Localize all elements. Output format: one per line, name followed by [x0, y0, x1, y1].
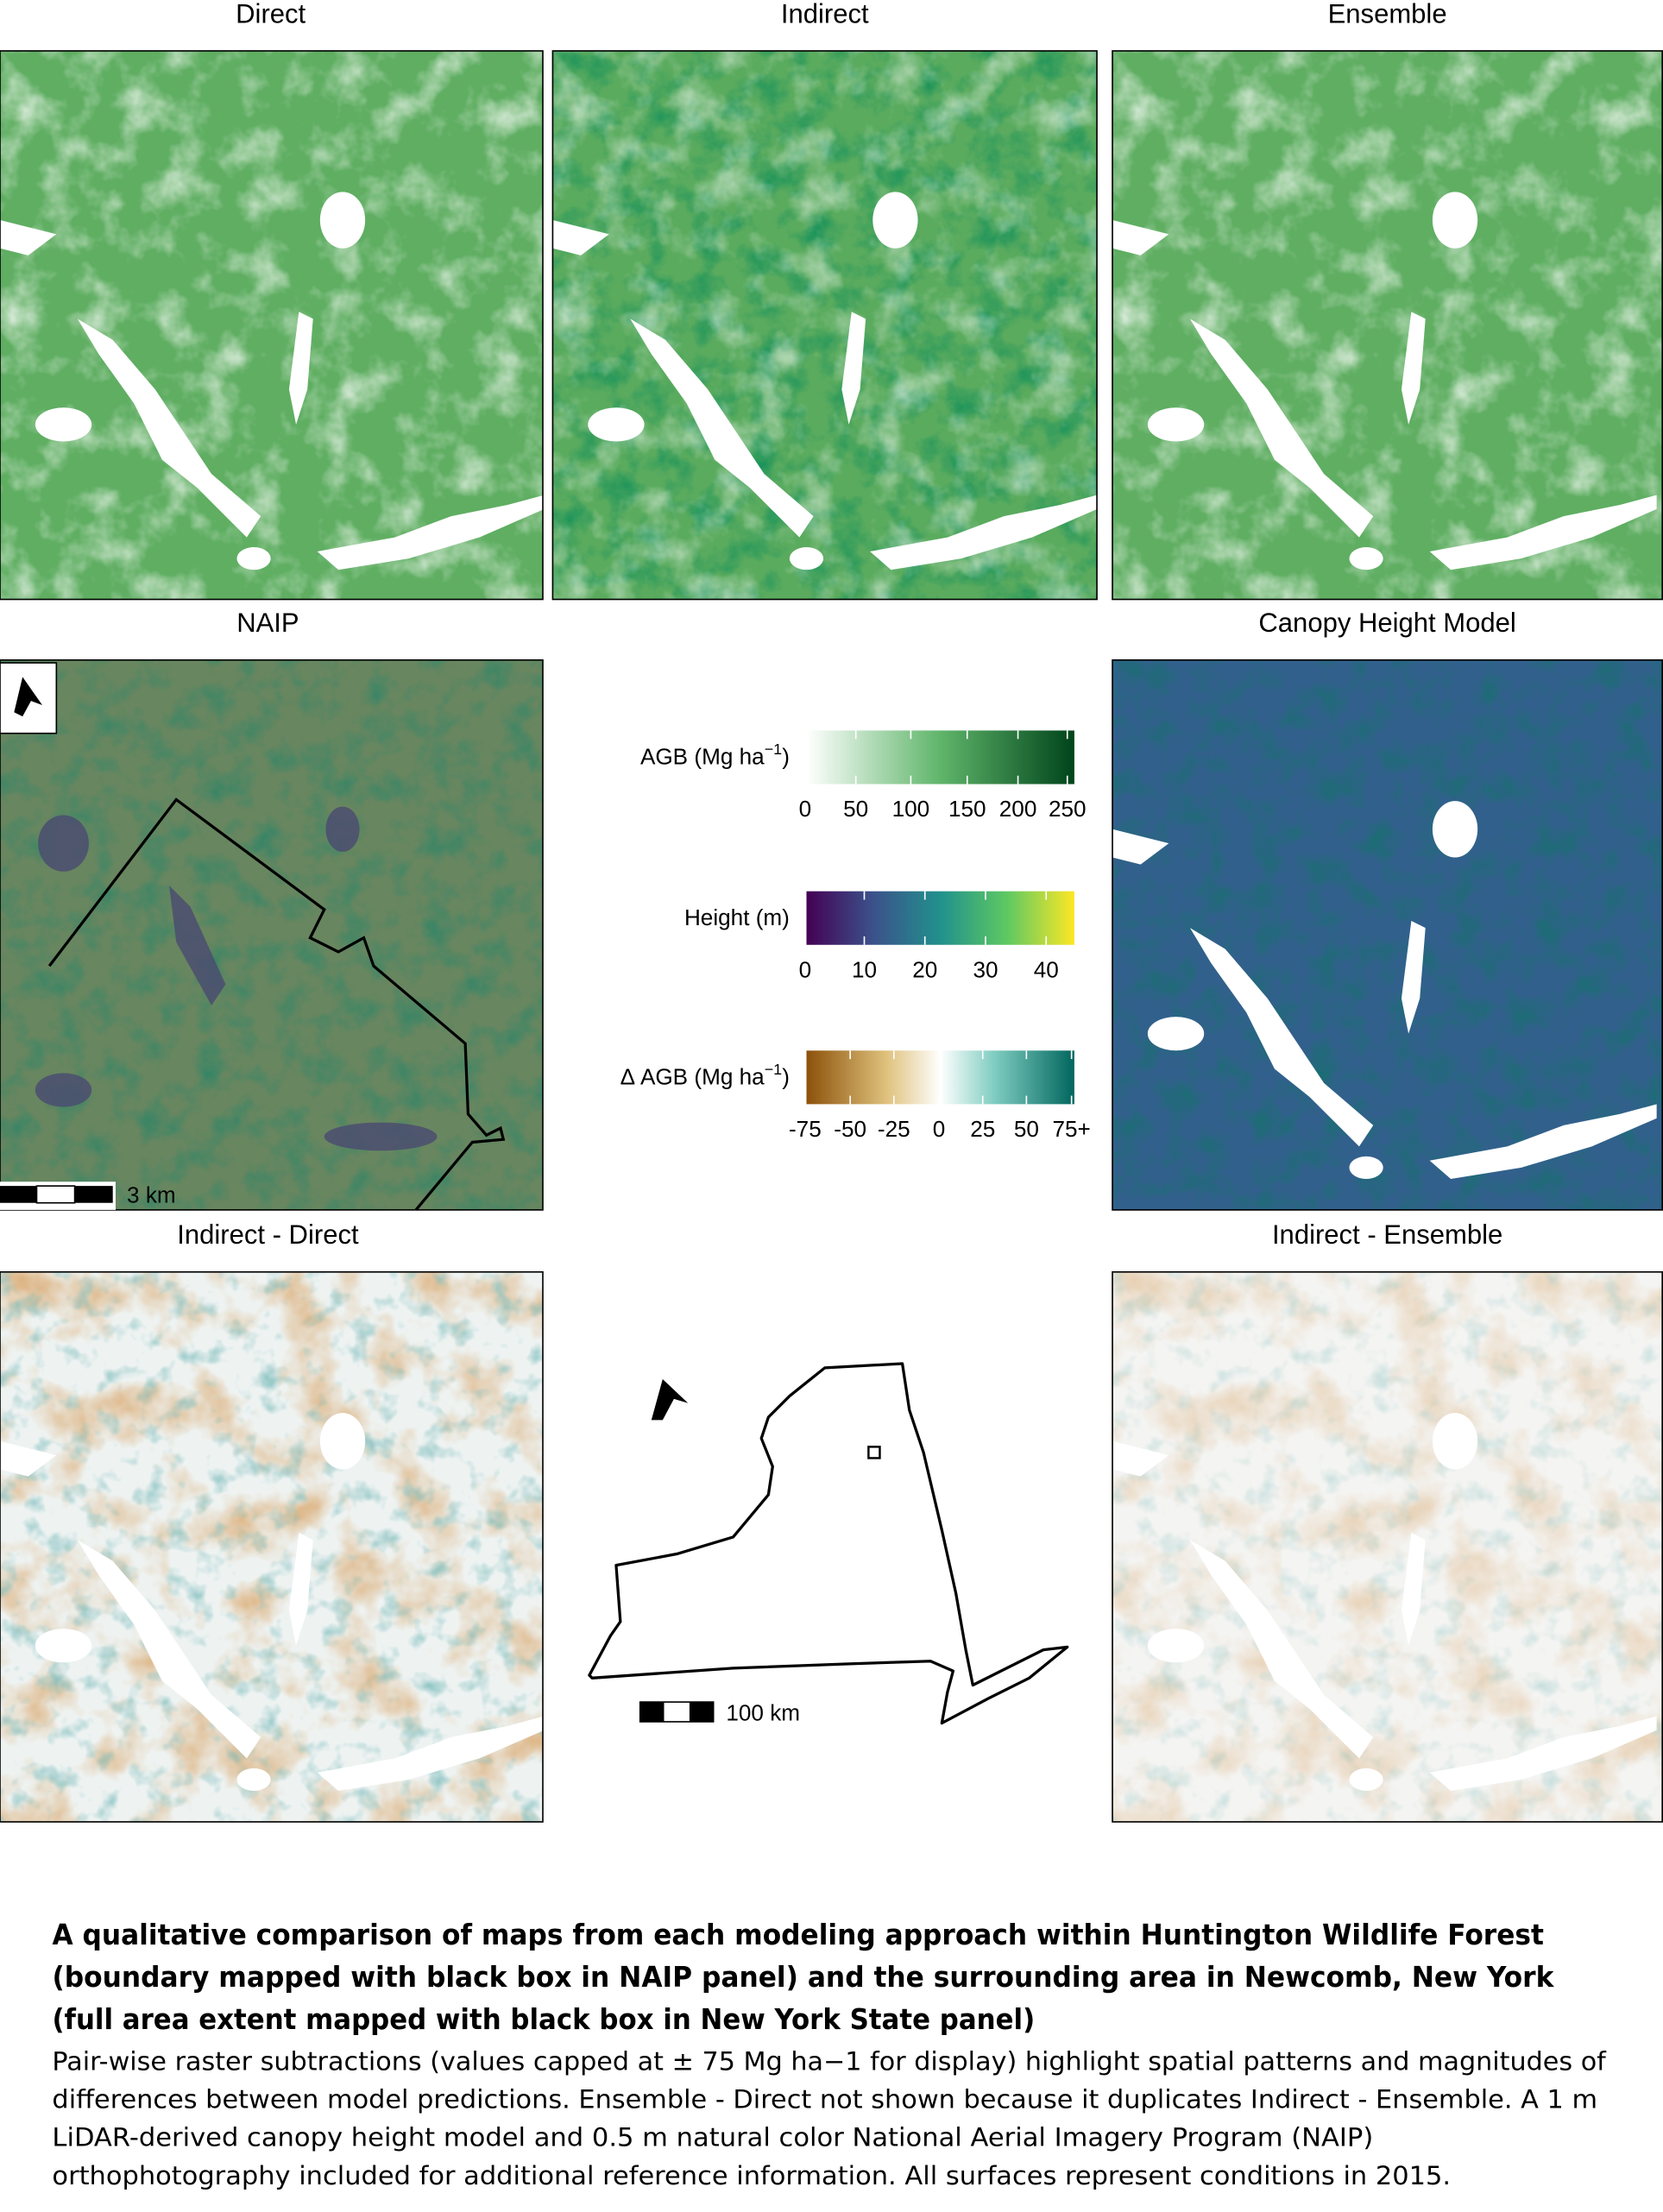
colorbar-tick-label: 10 [852, 956, 877, 982]
legend-title: Height (m) [684, 904, 790, 930]
legend-title-end: ) [782, 744, 790, 770]
colorbar-tick-label: 150 [948, 796, 986, 822]
colorbar-tick-label: 0 [933, 1116, 946, 1142]
colorbar-tick-label: 40 [1034, 956, 1059, 982]
shape [1112, 1270, 1663, 1823]
label: Indirect [781, 0, 869, 28]
shape [169, 885, 226, 1006]
colorbar [806, 1050, 1074, 1105]
shape [1112, 659, 1663, 1210]
legend-title-sup: −1 [765, 1061, 782, 1078]
scale-bar: 3 km [0, 1182, 176, 1210]
colorbar [806, 891, 1074, 945]
label: Indirect - Direct [177, 1219, 359, 1250]
shape [0, 1186, 37, 1203]
label: 100 km [726, 1699, 800, 1725]
shape [689, 1702, 714, 1722]
shape [0, 659, 544, 1211]
legend-title-text: Height (m) [684, 904, 790, 930]
boundary [47, 797, 506, 1211]
colorbar-tick-label: 25 [970, 1116, 995, 1142]
shape [552, 50, 1098, 600]
shape [1112, 1271, 1663, 1822]
colorbar-tick-label: 50 [1014, 1116, 1039, 1142]
colorbar-tick-label: 250 [1049, 796, 1087, 822]
colorbar-tick-label: 200 [999, 796, 1037, 822]
label: Ensemble [1328, 0, 1447, 28]
shape [0, 659, 543, 1210]
label: Indirect - Ensemble [1272, 1219, 1502, 1250]
shape [35, 1073, 92, 1107]
colorbar-tick-label: 75+ [1052, 1116, 1090, 1142]
legend-title: AGB (Mg ha−1) [640, 740, 790, 769]
map-ensemble [1112, 50, 1663, 601]
legend-title-text: Δ AGB (Mg ha [620, 1064, 765, 1090]
map-indirect-ensemble [1112, 1270, 1663, 1823]
shape [588, 1362, 1069, 1725]
caption: A qualitative comparison of maps from ea… [52, 1919, 1606, 2190]
shape [0, 1271, 543, 1822]
shape [74, 1186, 113, 1203]
shape [1112, 659, 1663, 1210]
colorbar-tick-label: -25 [878, 1116, 910, 1142]
colorbar-tick-label: 0 [799, 956, 812, 982]
map-chm [1112, 659, 1663, 1211]
shape [639, 1702, 665, 1722]
caption-body: Pair-wise raster subtractions (values ca… [52, 2046, 1606, 2076]
shape [0, 50, 544, 601]
label: Direct [236, 0, 306, 28]
caption-title: A qualitative comparison of maps from ea… [52, 1919, 1544, 1951]
shape [324, 1122, 438, 1151]
caption-title: (boundary mapped with black box in NAIP … [52, 1961, 1554, 1994]
caption-body: LiDAR-derived canopy height model and 0.… [52, 2123, 1373, 2152]
colorbar-tick-label: 0 [799, 796, 812, 822]
shape [867, 1446, 881, 1459]
shape [1112, 50, 1663, 601]
shape [0, 50, 543, 600]
label: NAIP [236, 608, 299, 638]
north-arrow [0, 662, 58, 734]
shape [35, 806, 438, 1151]
shape [0, 659, 543, 1210]
colorbar-tick-label: -75 [789, 1116, 822, 1142]
map-indirect-direct [0, 1270, 545, 1823]
label: Canopy Height Model [1258, 608, 1515, 638]
shape [325, 806, 360, 852]
legend-title-sup: −1 [765, 740, 782, 758]
colorbar [806, 730, 1074, 785]
colorbar-tick-label: 30 [973, 956, 998, 982]
colorbar-tick-label: 50 [843, 796, 868, 822]
map-indirect [551, 50, 1098, 601]
ny-map: 100 km [588, 1362, 1069, 1725]
map-direct [0, 50, 545, 601]
shape [651, 1378, 689, 1421]
caption-title: (full area extent mapped with black box … [52, 2003, 1035, 2036]
shape [1112, 659, 1663, 1211]
shape [1112, 50, 1663, 600]
colorbar-tick-label: -50 [834, 1116, 866, 1142]
caption-body: differences between model predictions. E… [52, 2085, 1597, 2114]
shape [14, 677, 43, 717]
shape [35, 1185, 76, 1204]
shape [38, 815, 89, 872]
map-naip [0, 659, 544, 1211]
shape [551, 50, 1098, 601]
legend-title: Δ AGB (Mg ha−1) [620, 1061, 790, 1089]
colorbar-tick-label: 100 [892, 796, 930, 822]
caption-body: orthophotography included for additional… [52, 2161, 1451, 2190]
legend-title-end: ) [782, 1064, 790, 1090]
label: 3 km [127, 1182, 176, 1208]
colorbar-tick-label: 20 [912, 956, 937, 982]
shape [0, 1270, 544, 1823]
legend-title-text: AGB (Mg ha [640, 744, 765, 770]
